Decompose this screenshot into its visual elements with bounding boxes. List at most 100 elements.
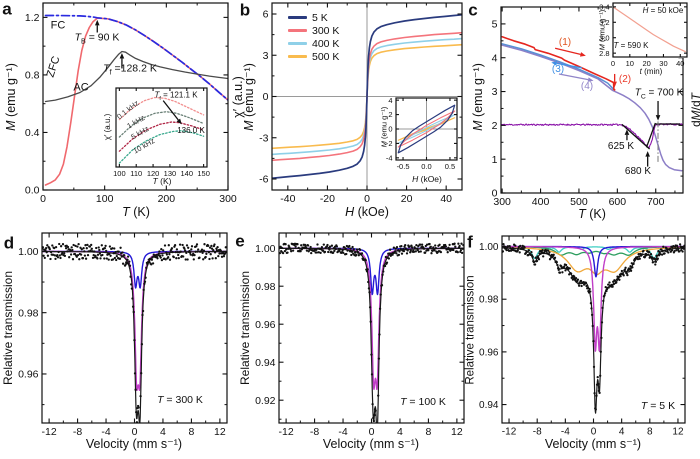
chart-d-moessbauer-300k: -12 -8 -4 0 4 8 12 0.96 0.98 1.00 [18, 232, 228, 438]
legend-label: 300 K [312, 24, 340, 37]
panel-a: 0 100 200 300 0.0 0.4 0.8 1.2 100 110 120 130 140 15… [0, 0, 246, 229]
label-tb-text: T [74, 31, 82, 44]
tick-label: -20 [320, 193, 335, 205]
panel-e: -12 -8 -4 0 4 8 12 0.92 0.94 0.96 0.98 1.00 e Relati… [233, 229, 466, 459]
tick-label: 1.00 [255, 243, 276, 255]
tick-label: -4 [338, 426, 347, 438]
d-y-axis-title: Relative transmission [1, 271, 15, 385]
panel-c-letter: c [468, 2, 477, 19]
tick-label: 100 [113, 169, 126, 178]
tick-label: 4 [619, 427, 625, 438]
label-h50koe: H = 50 kOe [643, 7, 684, 15]
tick-label: 400 [532, 196, 550, 208]
c-right-axis-title-text: T [689, 93, 700, 100]
c-right-axis-title-text: d [689, 120, 700, 127]
label-625k: 625 K [608, 142, 634, 152]
c-right-axis-title-text: /d [689, 100, 700, 111]
tick-label: 1 [492, 154, 498, 166]
tick-label: -6 [259, 174, 268, 186]
tick-label: 3 [263, 50, 269, 62]
label-fc-text: FC [50, 19, 66, 32]
tick-label: 0.0 [25, 185, 40, 197]
chart-a-magnetization-vs-temperature: 0 100 200 300 0.0 0.4 0.8 1.2 [25, 2, 237, 205]
label-136k: 136.0 K [177, 127, 205, 135]
tick-label: 130 [164, 169, 177, 178]
tick-label: 8 [647, 427, 653, 438]
tick-label: -4 [561, 427, 570, 438]
tick-label: 0.98 [255, 281, 276, 293]
tick-label: 2 [492, 120, 498, 132]
a-y-axis-title-text: (emu g⁻¹) [3, 63, 18, 121]
c-inset-x-title: t (min) [640, 68, 663, 76]
a-x-axis-title-text: T [122, 204, 130, 219]
label-625k-text: 625 K [607, 141, 635, 152]
tick-label: 140 [181, 169, 194, 178]
tick-label: 40 [440, 193, 452, 205]
label-tb: TB = 90 K [75, 32, 120, 45]
tick-label: 120 [147, 169, 160, 178]
panel-a-letter: a [2, 1, 11, 18]
tick-label: 2 [388, 110, 392, 119]
label-seg2-text: (2) [618, 74, 632, 85]
label-t590k-text: = 590 K [618, 41, 649, 50]
c-inset-x-title-text: t [639, 67, 642, 76]
f-y-axis-title-text: Relative transmission [464, 275, 477, 385]
tick-label: 5 [492, 19, 498, 31]
a-inset-x-title-text: (K) [157, 175, 172, 186]
tick-label: -3 [259, 132, 268, 144]
c-y-axis-title: M (emu g⁻¹) [470, 63, 485, 131]
tick-label: 12 [451, 426, 463, 438]
legend-swatch [288, 16, 307, 19]
c-inset-y-title-text: M [597, 44, 607, 51]
panel-c: 300 400 500 600 700 0 1 2 3 4 5 0 10 20 30 40 2.8 3.0 3.2… [466, 0, 700, 229]
c-x-axis-title-text: T [578, 206, 586, 221]
label-t100k: T = 100 K [400, 397, 446, 408]
panel-d-letter-text: d [3, 233, 15, 253]
b-x-axis-title: H (kOe) [345, 206, 389, 219]
tick-label: 3.0 [599, 33, 609, 42]
b-inset-x-title-text: (kOe) [418, 173, 442, 184]
label-tf: Tf =128.2 K [103, 63, 157, 76]
panel-c-letter-text: c [468, 0, 478, 20]
tick-label: 0.94 [479, 400, 499, 411]
b-inset-y-title-text: (emu g⁻¹) [379, 106, 389, 142]
legend-item: 400 K [288, 38, 339, 50]
c-x-axis-title: T (K) [578, 208, 606, 221]
f-x-axis-title-text: Velocity (mm s⁻¹) [544, 436, 642, 451]
c-right-axis-title: dM/dT [689, 93, 700, 127]
tick-label: 0.92 [255, 395, 276, 407]
c-y-axis-title-text: M [470, 120, 485, 131]
tick-label: 2.8 [599, 49, 609, 58]
f-x-axis-title: Velocity (mm s⁻¹) [545, 438, 641, 451]
tick-label: -8 [310, 426, 319, 438]
panel-b: -40 -20 0 20 40 -6 -3 0 3 6 -0.5 0.0 0.5 -4 -2 0 2 4 5 K… [232, 0, 466, 229]
legend-swatch [288, 55, 307, 58]
label-tb-text: B [81, 37, 86, 46]
c-inset-y-title: M (emu g⁻¹) [597, 10, 607, 51]
tick-label: 10 [626, 59, 634, 68]
panel-b-letter-text: b [239, 0, 251, 20]
tick-label: 20 [401, 193, 413, 205]
a-inset-y-title: χ′ (a.u.) [103, 114, 112, 141]
tick-label: -12 [279, 426, 294, 438]
label-tf-text: T [103, 62, 110, 75]
a-y-axis-title: M (emu g⁻¹) [3, 63, 18, 131]
label-t590k-text: T [613, 41, 619, 50]
e-y-axis-title-text: Relative transmission [238, 270, 252, 386]
tick-label: 4 [492, 52, 498, 64]
legend-item: 5 K [288, 12, 339, 24]
tick-label: 3.4 [599, 2, 609, 11]
b-inset-y-title-text: M [379, 141, 389, 148]
tick-label: 0.96 [255, 319, 276, 331]
tick-label: 100 [96, 193, 114, 205]
label-ac-text: AC [73, 81, 89, 94]
panel-f-letter-text: f [467, 232, 473, 252]
label-inset-tf-text: T [154, 90, 160, 100]
chart-b-inset-low-field-loops: -0.5 0.0 0.5 -4 -2 0 2 4 [386, 96, 458, 171]
c-y-axis-title-text: (emu g⁻¹) [470, 63, 485, 121]
chart-a-inset-ac-susceptibility: 100 110 120 130 140 150 [113, 87, 210, 178]
tick-label: 0 [611, 59, 615, 68]
label-t300k-text: T [157, 393, 164, 406]
label-tc-text: T [634, 87, 641, 99]
